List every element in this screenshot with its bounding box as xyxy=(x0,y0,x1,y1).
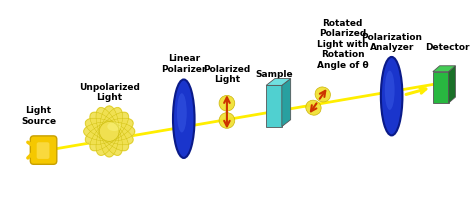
Polygon shape xyxy=(84,122,135,141)
FancyBboxPatch shape xyxy=(30,136,57,164)
Ellipse shape xyxy=(107,122,121,131)
Polygon shape xyxy=(448,66,456,103)
Polygon shape xyxy=(85,118,133,145)
Text: Detector: Detector xyxy=(425,43,470,52)
Ellipse shape xyxy=(219,113,235,128)
Ellipse shape xyxy=(173,79,194,158)
Text: Linear
Polarizer: Linear Polarizer xyxy=(161,54,207,74)
Text: Light
Source: Light Source xyxy=(21,106,56,126)
Text: Sample: Sample xyxy=(255,70,293,79)
FancyBboxPatch shape xyxy=(36,142,49,159)
Polygon shape xyxy=(90,112,128,151)
Polygon shape xyxy=(96,108,122,155)
Polygon shape xyxy=(96,108,122,155)
Polygon shape xyxy=(433,72,448,103)
Ellipse shape xyxy=(219,95,235,111)
Polygon shape xyxy=(100,106,119,157)
Text: Polarized
Light: Polarized Light xyxy=(203,65,251,84)
Text: Polarization
Analyzer: Polarization Analyzer xyxy=(361,33,422,52)
Polygon shape xyxy=(282,79,291,127)
Ellipse shape xyxy=(381,57,402,135)
Ellipse shape xyxy=(177,93,187,133)
Ellipse shape xyxy=(315,87,330,102)
Ellipse shape xyxy=(306,100,321,115)
Polygon shape xyxy=(85,118,133,145)
Polygon shape xyxy=(266,79,291,85)
Polygon shape xyxy=(90,112,128,151)
Polygon shape xyxy=(266,85,282,127)
Text: Unpolarized
Light: Unpolarized Light xyxy=(79,83,140,102)
Polygon shape xyxy=(433,66,456,72)
Ellipse shape xyxy=(385,71,394,110)
Text: Rotated
Polarized
Light with
Rotation
Angle of θ: Rotated Polarized Light with Rotation An… xyxy=(317,19,368,70)
